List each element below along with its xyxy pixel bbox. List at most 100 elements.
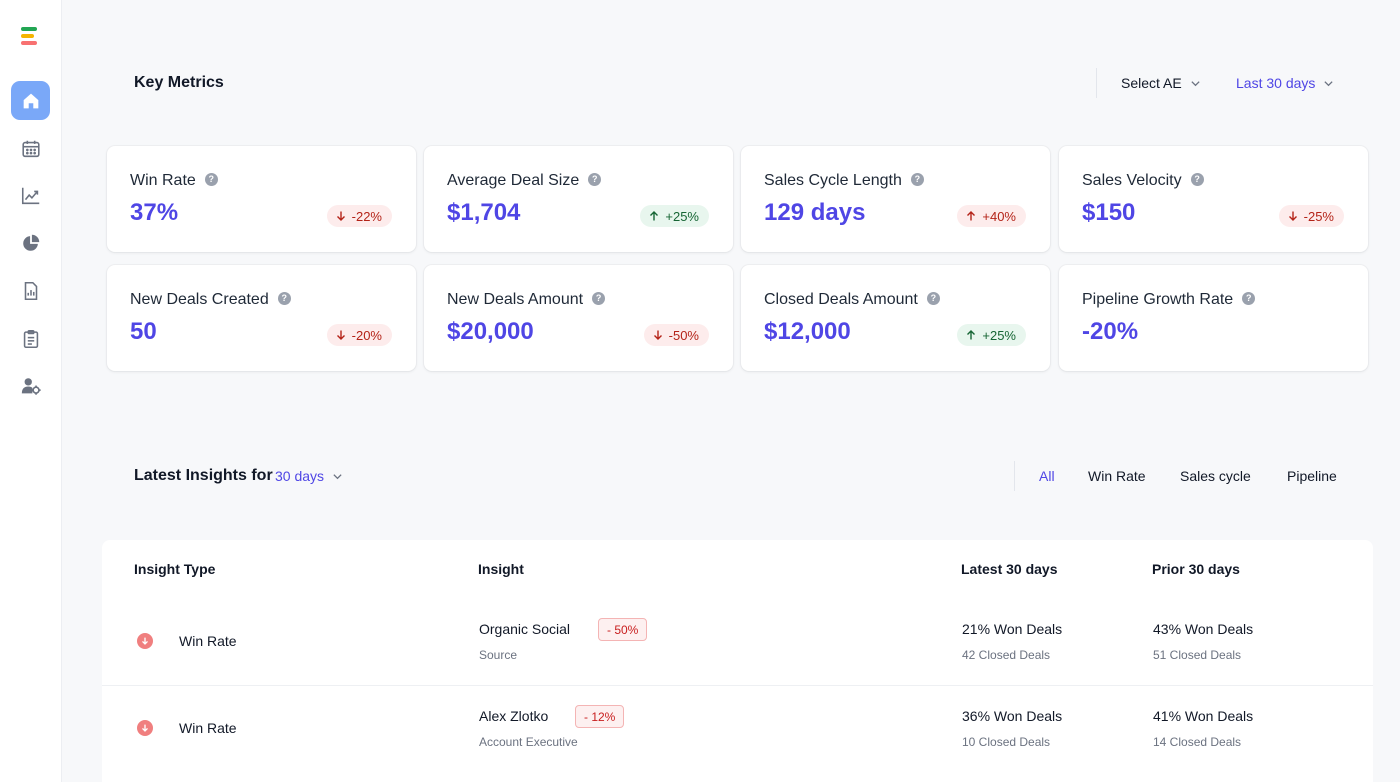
- metric-card-new-deals-created[interactable]: New Deals Created? 50 -20%: [107, 265, 416, 371]
- nav-report[interactable]: [11, 271, 50, 310]
- metric-value: 129 days: [764, 199, 866, 226]
- insight-type: Win Rate: [179, 720, 237, 736]
- latest-closed-deals: 10 Closed Deals: [962, 735, 1051, 749]
- help-icon[interactable]: ?: [910, 172, 924, 186]
- nav-trends[interactable]: [11, 176, 50, 215]
- metric-value: $1,704: [447, 199, 521, 226]
- insights-title-prefix: Latest Insights for: [134, 467, 273, 484]
- insights-period-label: 30 days: [275, 468, 325, 484]
- clipboard-icon: [23, 329, 38, 348]
- prior-won-deals: 41% Won Deals: [1153, 708, 1254, 724]
- insight-name: Organic Social: [479, 621, 571, 637]
- metric-label: Win Rate: [130, 172, 196, 189]
- nav-calendar[interactable]: [11, 129, 50, 168]
- metric-value: 37%: [130, 199, 179, 226]
- metric-card-win-rate[interactable]: Win Rate? 37% -22%: [107, 146, 416, 252]
- page-title: Key Metrics: [134, 74, 224, 91]
- column-header-prior: Prior 30 days: [1152, 561, 1240, 577]
- change-badge: +25%: [957, 324, 1026, 346]
- change-value: -20%: [351, 327, 382, 343]
- nav-pie[interactable]: [11, 223, 50, 262]
- change-value: +40%: [982, 208, 1016, 224]
- metric-label: Sales Velocity: [1082, 172, 1182, 189]
- change-value: -25%: [1303, 208, 1334, 224]
- metric-card-sales-cycle-length[interactable]: Sales Cycle Length? 129 days +40%: [741, 146, 1050, 252]
- insight-category: Source: [479, 648, 518, 662]
- chevron-down-icon: [333, 473, 342, 479]
- change-badge: -25%: [1278, 205, 1344, 227]
- change-badge: -20%: [326, 324, 392, 346]
- table-row[interactable]: Win Rate Organic Social - 50% Source 21%…: [102, 599, 1373, 686]
- metric-label: New Deals Created: [130, 291, 269, 308]
- pie-chart-icon: [22, 234, 39, 251]
- column-header-latest: Latest 30 days: [961, 561, 1058, 577]
- help-icon[interactable]: ?: [588, 172, 602, 186]
- nav-home[interactable]: [11, 81, 50, 120]
- table-row[interactable]: Win Rate Alex Zlotko - 12% Account Execu…: [102, 686, 1373, 773]
- calendar-icon: [21, 140, 40, 157]
- home-icon: [23, 93, 38, 108]
- latest-won-deals: 21% Won Deals: [962, 621, 1063, 637]
- column-header-insight-type: Insight Type: [134, 561, 216, 577]
- latest-won-deals: 36% Won Deals: [962, 708, 1063, 724]
- change-value: -50%: [668, 327, 699, 343]
- change-badge: +40%: [957, 205, 1026, 227]
- change-badge: +25%: [640, 205, 709, 227]
- filter-tab-all[interactable]: All: [1039, 468, 1055, 484]
- metric-card-new-deals-amount[interactable]: New Deals Amount? $20,000 -50%: [424, 265, 733, 371]
- metric-label: Closed Deals Amount: [764, 291, 918, 308]
- change-chip: - 12%: [575, 705, 625, 728]
- filter-tab-sales-cycle[interactable]: Sales cycle: [1180, 468, 1251, 484]
- metric-card-sales-velocity[interactable]: Sales Velocity? $150 -25%: [1059, 146, 1368, 252]
- date-range-label: Last 30 days: [1236, 75, 1316, 91]
- filter-tab-pipeline[interactable]: Pipeline: [1287, 468, 1337, 484]
- chevron-down-icon: [1324, 80, 1334, 86]
- arrow-up-icon: [967, 330, 976, 340]
- help-icon[interactable]: ?: [1242, 291, 1256, 305]
- prior-closed-deals: 51 Closed Deals: [1153, 648, 1242, 662]
- help-icon[interactable]: ?: [277, 291, 291, 305]
- change-badge: -50%: [643, 324, 709, 346]
- help-icon[interactable]: ?: [204, 172, 218, 186]
- report-icon: [24, 281, 37, 300]
- metric-value: $150: [1082, 199, 1136, 226]
- help-icon[interactable]: ?: [1190, 172, 1204, 186]
- decline-arrow-icon: [137, 720, 153, 736]
- metric-label: Sales Cycle Length: [764, 172, 902, 189]
- metric-label: Average Deal Size: [447, 172, 580, 189]
- arrow-down-icon: [653, 330, 662, 340]
- metric-value: 50: [130, 318, 157, 345]
- metric-value: -20%: [1082, 318, 1139, 345]
- change-value: +25%: [982, 327, 1016, 343]
- nav-user-settings[interactable]: [11, 366, 50, 405]
- metric-card-closed-deals-amount[interactable]: Closed Deals Amount? $12,000 +25%: [741, 265, 1050, 371]
- date-range-dropdown[interactable]: Last 30 days: [1236, 75, 1334, 91]
- change-value: +25%: [665, 208, 699, 224]
- sidebar: [0, 0, 62, 782]
- arrow-up-icon: [967, 211, 976, 221]
- metric-card-pipeline-growth-rate[interactable]: Pipeline Growth Rate? -20%: [1059, 265, 1368, 371]
- metric-value: $20,000: [447, 318, 534, 345]
- insight-name: Alex Zlotko: [479, 708, 549, 724]
- change-chip: - 50%: [598, 618, 648, 641]
- prior-closed-deals: 14 Closed Deals: [1153, 735, 1242, 749]
- nav-clipboard[interactable]: [11, 319, 50, 358]
- help-icon[interactable]: ?: [926, 291, 940, 305]
- insight-type: Win Rate: [179, 633, 237, 649]
- prior-won-deals: 43% Won Deals: [1153, 621, 1254, 637]
- select-ae-dropdown[interactable]: Select AE: [1121, 75, 1201, 91]
- arrow-up-icon: [650, 211, 659, 221]
- metric-label: Pipeline Growth Rate: [1082, 291, 1234, 308]
- arrow-down-icon: [336, 211, 345, 221]
- latest-closed-deals: 42 Closed Deals: [962, 648, 1051, 662]
- filter-divider: [1014, 461, 1015, 491]
- insight-category: Account Executive: [479, 735, 578, 749]
- filter-tab-win-rate[interactable]: Win Rate: [1088, 468, 1146, 484]
- metric-card-average-deal-size[interactable]: Average Deal Size? $1,704 +25%: [424, 146, 733, 252]
- select-ae-label: Select AE: [1121, 75, 1182, 91]
- insights-table: Insight Type Insight Latest 30 days Prio…: [102, 540, 1373, 782]
- insights-period-dropdown[interactable]: 30 days: [275, 468, 343, 484]
- help-icon[interactable]: ?: [592, 291, 606, 305]
- insights-title: Latest Insights for: [134, 467, 273, 485]
- metric-value: $12,000: [764, 318, 851, 345]
